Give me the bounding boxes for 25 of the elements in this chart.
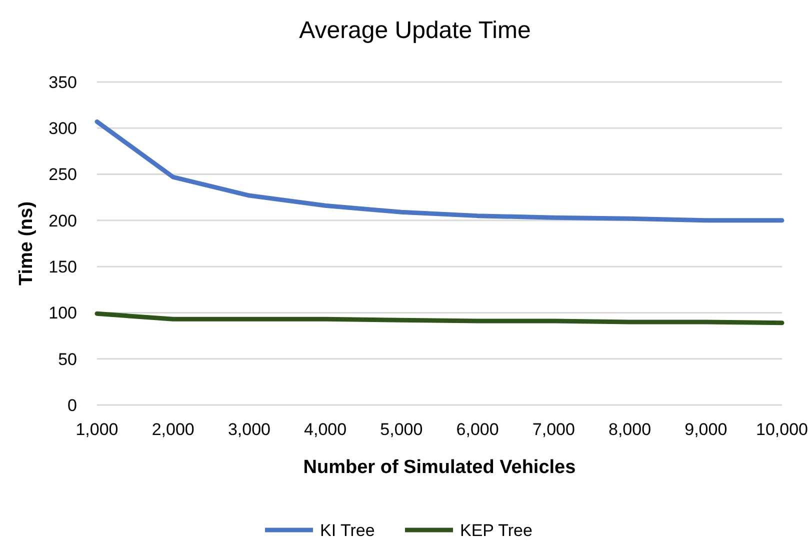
y-tick-label: 250 [48,165,77,184]
y-tick-label: 50 [58,350,77,369]
x-tick-label: 4,000 [304,420,347,439]
x-axis-title: Number of Simulated Vehicles [303,457,576,478]
y-tick-label: 350 [48,72,77,92]
x-tick-label: 5,000 [380,420,423,439]
x-tick-label: 8,000 [608,420,652,439]
y-tick-label: 100 [48,304,77,323]
x-tick-label: 6,000 [456,420,499,439]
line-series [94,311,784,326]
chart-title: Average Update Time [299,17,531,44]
x-tick-label: 7,000 [532,420,575,439]
y-tick-label: 0 [68,396,77,415]
x-tick-label: 9,000 [684,420,728,439]
y-tick-label: 150 [48,258,77,277]
x-tick-label: 10,000 [756,420,808,439]
x-tick-label: 3,000 [228,420,270,439]
y-tick-label: 200 [48,211,77,230]
x-tick-label: 1,000 [76,420,118,439]
line-series [94,119,784,223]
y-tick-label: 300 [48,119,77,138]
x-tick-label: 2,000 [152,420,194,439]
y-axis-title: Time (ns) [16,201,37,286]
legend-label: KEP Tree [460,520,532,540]
legend-label: KI Tree [320,520,375,540]
